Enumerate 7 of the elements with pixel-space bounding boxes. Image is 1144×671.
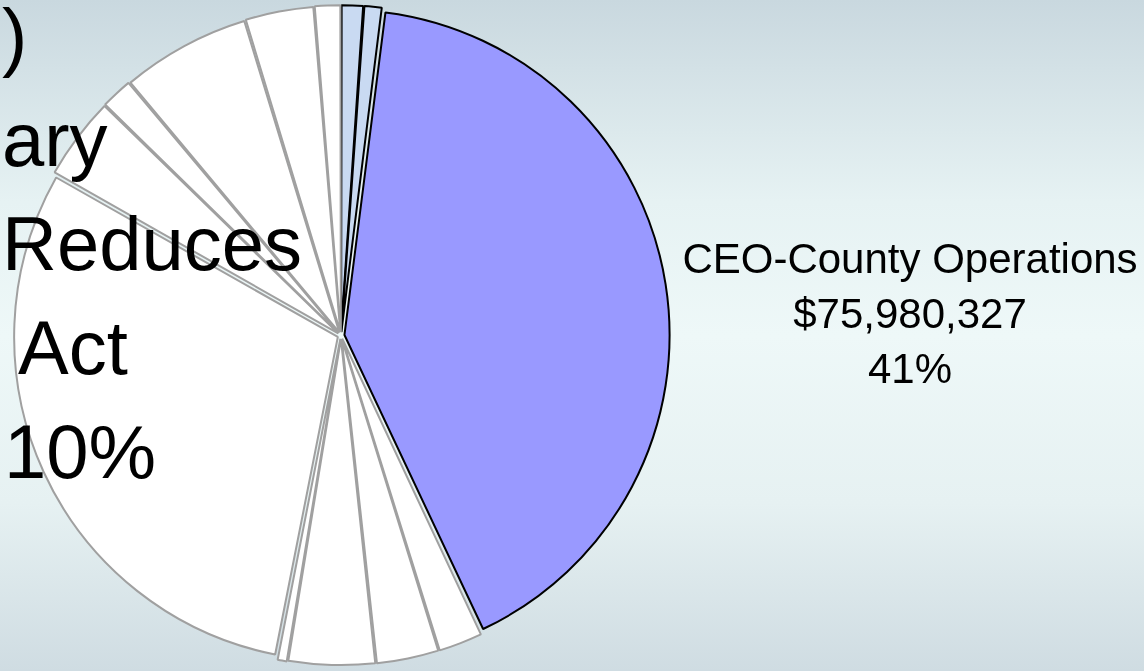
text: 10%: [4, 409, 157, 494]
text: ary: [2, 97, 108, 182]
text: Reduces: [2, 201, 302, 286]
slice-label: CEO-County Operations: [682, 235, 1138, 283]
text: Act: [18, 305, 128, 390]
data-label: $75,980,327 41%: [793, 290, 1027, 393]
text: ): [2, 0, 28, 78]
